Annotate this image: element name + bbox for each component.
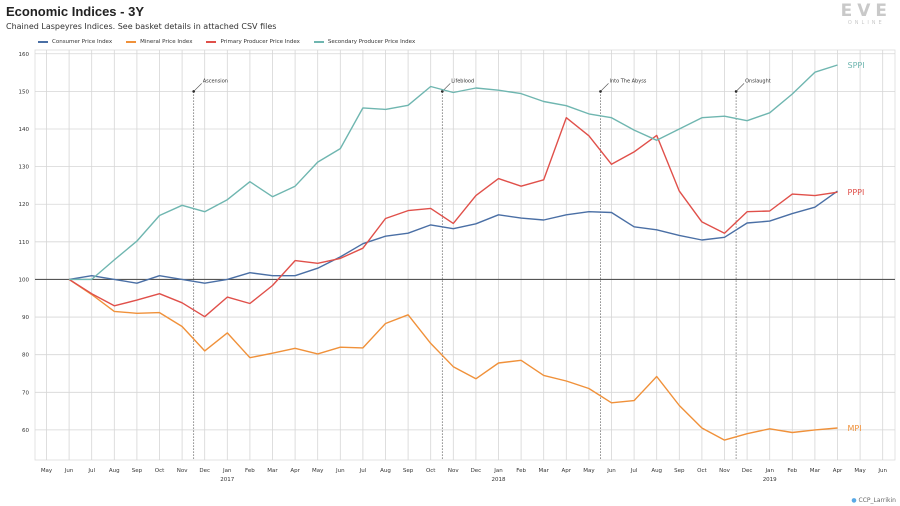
annotation-leader xyxy=(600,83,609,92)
y-tick-label: 80 xyxy=(22,353,29,359)
x-tick-label: Jul xyxy=(87,468,95,474)
y-tick-label: 60 xyxy=(22,428,29,434)
x-tick-label: Oct xyxy=(155,468,165,474)
x-tick-label: Apr xyxy=(562,468,572,474)
x-tick-label: Jan xyxy=(222,468,232,474)
chart-legend: Consumer Price Index Mineral Price Index P… xyxy=(38,39,415,45)
x-tick-label: Nov xyxy=(177,468,188,474)
legend-item: Primary Producer Price Index xyxy=(206,39,300,45)
x-tick-label: Jun xyxy=(606,468,616,474)
legend-swatch xyxy=(313,41,324,43)
x-tick-label: May xyxy=(583,468,595,474)
x-tick-label: May xyxy=(854,468,866,474)
y-tick-label: 100 xyxy=(19,277,30,283)
x-tick-label: Feb xyxy=(787,468,797,474)
x-tick-label: Aug xyxy=(651,468,662,474)
x-tick-label: May xyxy=(41,468,53,474)
series-line xyxy=(68,190,838,284)
x-tick-label: Jun xyxy=(64,468,74,474)
series-line xyxy=(69,64,838,281)
chart-title: Economic Indices - 3Y xyxy=(6,4,144,19)
x-year-label: 2017 xyxy=(220,477,234,483)
legend-label: Mineral Price Index xyxy=(140,39,193,45)
y-tick-label: 90 xyxy=(22,315,29,321)
logo-text: EVE xyxy=(840,1,892,21)
x-tick-label: Nov xyxy=(719,468,730,474)
x-tick-label: Mar xyxy=(539,468,550,474)
eve-online-logo: EVE ONLINE xyxy=(841,3,892,26)
author-credit: ● CCP_Larrikin xyxy=(851,497,896,504)
annotation-label: Lifeblood xyxy=(451,78,474,84)
y-tick-label: 160 xyxy=(19,52,30,58)
x-tick-label: Oct xyxy=(697,468,707,474)
series-end-label: PPPI xyxy=(848,188,865,197)
legend-swatch xyxy=(206,41,217,43)
x-tick-label: Feb xyxy=(245,468,255,474)
x-tick-label: Mar xyxy=(267,468,278,474)
y-tick-label: 70 xyxy=(22,390,29,396)
y-tick-label: 130 xyxy=(19,165,30,171)
x-tick-label: Sep xyxy=(132,468,143,474)
x-tick-label: Oct xyxy=(426,468,436,474)
x-tick-label: Jul xyxy=(630,468,638,474)
annotation-label: Ascension xyxy=(203,78,228,84)
logo-subtext: ONLINE xyxy=(847,20,885,26)
x-tick-label: Dec xyxy=(471,468,482,474)
x-year-label: 2019 xyxy=(763,477,777,483)
legend-swatch xyxy=(38,41,48,43)
legend-item: Mineral Price Index xyxy=(126,39,192,45)
twitter-icon: ● xyxy=(851,497,857,504)
annotation-leader xyxy=(735,83,745,92)
x-tick-label: Dec xyxy=(742,468,753,474)
annotation-label: Onslaught xyxy=(745,78,771,84)
x-tick-label: Dec xyxy=(199,468,210,474)
legend-label: Secondary Producer Price Index xyxy=(327,39,416,45)
series-end-label: MPI xyxy=(848,424,862,433)
series-line xyxy=(68,278,838,441)
legend-swatch xyxy=(126,41,137,43)
x-tick-label: Mar xyxy=(810,468,821,474)
x-tick-label: Sep xyxy=(674,468,685,474)
x-tick-label: May xyxy=(312,468,324,474)
x-tick-label: Aug xyxy=(109,468,120,474)
x-tick-label: Aug xyxy=(380,468,391,474)
y-tick-label: 150 xyxy=(19,89,30,95)
y-tick-label: 140 xyxy=(19,127,30,133)
x-tick-label: Apr xyxy=(290,468,300,474)
y-tick-label: 110 xyxy=(19,240,30,246)
legend-item: Consumer Price Index xyxy=(38,39,112,45)
chart-subtitle: Chained Laspeyres Indices. See basket de… xyxy=(6,22,277,31)
x-tick-label: Jul xyxy=(359,468,367,474)
annotation-label: Into The Abyss xyxy=(610,78,647,84)
credit-text: CCP_Larrikin xyxy=(858,497,896,504)
x-tick-label: Jan xyxy=(764,468,774,474)
legend-item: Secondary Producer Price Index xyxy=(313,39,416,45)
y-tick-label: 120 xyxy=(19,202,30,208)
x-tick-label: Feb xyxy=(516,468,526,474)
x-tick-label: Jan xyxy=(493,468,503,474)
x-tick-label: Jun xyxy=(335,468,345,474)
series-line xyxy=(68,117,838,318)
annotation-leader xyxy=(193,83,202,92)
legend-label: Primary Producer Price Index xyxy=(220,39,300,45)
x-tick-label: Sep xyxy=(403,468,414,474)
x-tick-label: Nov xyxy=(448,468,459,474)
legend-label: Consumer Price Index xyxy=(52,39,113,45)
x-tick-label: Apr xyxy=(833,468,843,474)
plot-frame xyxy=(34,49,896,461)
series-end-label: SPPI xyxy=(848,61,865,70)
x-year-label: 2018 xyxy=(492,477,506,483)
x-tick-label: Jun xyxy=(877,468,887,474)
